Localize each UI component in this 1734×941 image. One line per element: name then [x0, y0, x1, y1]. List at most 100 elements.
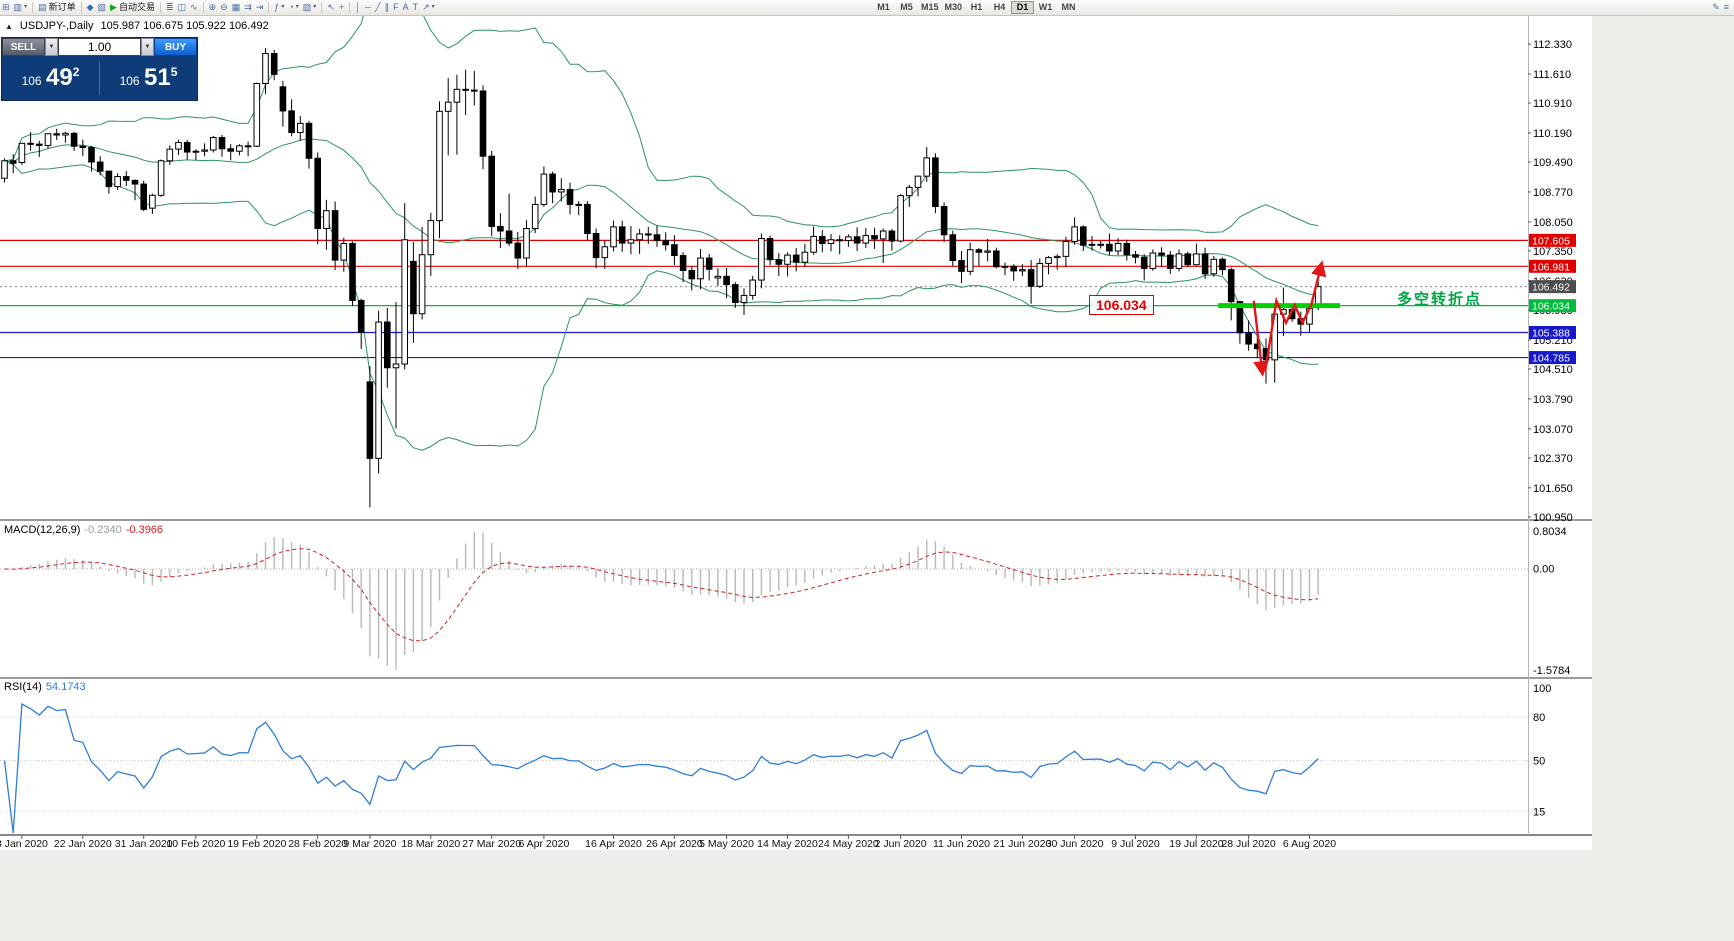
timeframe-mn[interactable]: MN: [1057, 1, 1080, 14]
svg-text:14 May 2020: 14 May 2020: [757, 838, 818, 850]
svg-text:104.785: 104.785: [1532, 353, 1570, 365]
main-chart-pane[interactable]: [0, 0, 1528, 508]
sell-button[interactable]: SELL: [2, 38, 45, 56]
toolbar-fibonacci[interactable]: F: [391, 1, 401, 14]
timeframe-m1[interactable]: M1: [872, 1, 895, 14]
svg-text:5 May 2020: 5 May 2020: [699, 838, 754, 850]
rsi-line: [3, 703, 1319, 834]
toolbar-separator: [321, 2, 323, 13]
svg-text:28 Feb 2020: 28 Feb 2020: [288, 838, 347, 850]
sell-lot-dropdown[interactable]: ▼: [45, 38, 58, 56]
toolbar-bar-chart-icon: ≣: [165, 2, 174, 12]
rsi-name: RSI(14): [4, 681, 42, 693]
svg-text:3 Jan 2020: 3 Jan 2020: [0, 838, 48, 850]
toolbar-periods[interactable]: ◔ ▾: [286, 1, 300, 14]
toolbar-equidistant-channel-icon: ∥: [384, 2, 390, 12]
toolbar-zoom-in[interactable]: ⊕: [207, 1, 219, 14]
sell-price-point: 2: [72, 65, 80, 79]
price-axis: 112.330 111.610 110.910 110.190 109.490 108.7…: [1528, 39, 1576, 524]
buy-price[interactable]: 106 515: [100, 64, 197, 92]
svg-text:26 Apr 2020: 26 Apr 2020: [646, 838, 703, 850]
toolbar-mql-market[interactable]: ◆: [85, 1, 96, 14]
trade-panel-prices: 106 492 106 515: [2, 56, 197, 100]
toolbar-new-order[interactable]: ▤ 新订单: [36, 1, 78, 14]
toolbar-vertical-line[interactable]: │: [353, 1, 363, 14]
toolbar-edit[interactable]: ✎: [1710, 1, 1722, 14]
timeframe-m30[interactable]: M30: [942, 1, 966, 14]
timeframe-d1[interactable]: D1: [1011, 1, 1035, 14]
svg-text:106.034: 106.034: [1532, 301, 1570, 313]
toolbar-crosshair-icon: +: [338, 2, 345, 12]
toolbar-cursor[interactable]: ↖: [325, 1, 337, 14]
toolbar-chart-shift-icon: ⇥: [255, 2, 264, 12]
toolbar-arrows[interactable]: ↗ ▾: [420, 1, 437, 14]
svg-text:15: 15: [1533, 806, 1545, 818]
toolbar-new-chart-icon: ⊞: [2, 2, 10, 12]
timeframe-m15[interactable]: M15: [918, 1, 942, 14]
toolbar-more[interactable]: ≡: [1722, 1, 1731, 14]
trade-panel-controls: SELL ▼ ▼ BUY: [2, 38, 197, 56]
timeframe-h4[interactable]: H4: [988, 1, 1011, 14]
toolbar-chart-shift[interactable]: ⇥: [254, 1, 266, 14]
toolbar-equidistant-channel[interactable]: ∥: [383, 1, 392, 14]
toolbar-terminal[interactable]: ▧: [96, 1, 109, 14]
svg-text:104.510: 104.510: [1533, 364, 1573, 376]
svg-text:106.981: 106.981: [1532, 261, 1570, 273]
toolbar-separator: [32, 2, 34, 13]
price-tag: 106.492: [1529, 280, 1576, 294]
symbol-period-label: USDJPY-,Daily: [19, 20, 94, 32]
toolbar-mql-market-icon: ◆: [86, 2, 94, 12]
toolbar-trendline-icon: ╱: [375, 2, 381, 12]
toolbar-candlestick-chart[interactable]: ◫: [176, 1, 189, 14]
toolbar-indicators[interactable]: ƒ ▾: [272, 1, 286, 14]
timeframe-h1[interactable]: H1: [965, 1, 988, 14]
toolbar-trendline[interactable]: ╱: [373, 1, 382, 14]
toolbar-zoom-out[interactable]: ⊖: [218, 1, 230, 14]
toolbar-candlestick-chart-icon: ◫: [177, 2, 187, 12]
lot-size-input[interactable]: [58, 38, 141, 56]
level-price-callout: 106.034: [1089, 295, 1154, 315]
timeframe-w1[interactable]: W1: [1034, 1, 1057, 14]
sell-price[interactable]: 106 492: [2, 64, 99, 92]
toolbar-text-label-icon: T: [412, 2, 419, 12]
toolbar-horizontal-line[interactable]: ─: [363, 1, 373, 14]
trade-panel-toggle-icon[interactable]: ▲: [5, 21, 13, 31]
toolbar-line-chart[interactable]: ∿: [188, 1, 200, 14]
toolbar-auto-scroll-icon: ⇉: [244, 2, 252, 12]
svg-text:6 Apr 2020: 6 Apr 2020: [519, 838, 570, 850]
toolbar-autotrading-icon: ▶: [110, 2, 117, 12]
toolbar-text-label[interactable]: T: [411, 1, 421, 14]
toolbar-bar-chart[interactable]: ≣: [164, 1, 176, 14]
svg-text:18 Mar 2020: 18 Mar 2020: [401, 838, 460, 850]
toolbar-horizontal-line-icon: ─: [364, 2, 372, 12]
svg-text:9 Jul 2020: 9 Jul 2020: [1111, 838, 1160, 850]
toolbar-crosshair[interactable]: +: [337, 1, 346, 14]
svg-text:100: 100: [1533, 683, 1551, 695]
toolbar-edit-icon: ✎: [1712, 2, 1720, 12]
toolbar-text[interactable]: A: [401, 1, 411, 14]
buy-price-figure: 106: [119, 74, 140, 88]
toolbar-tile-windows[interactable]: ▦: [230, 1, 243, 14]
turning-point-annotation: 多空转折点: [1397, 291, 1483, 308]
svg-text:80: 80: [1533, 712, 1545, 724]
svg-text:19 Jul 2020: 19 Jul 2020: [1169, 838, 1223, 850]
toolbar-templates-icon: ▨: [302, 2, 312, 12]
toolbar-autotrading[interactable]: ▶ 自动交易: [108, 1, 157, 14]
toolbar-auto-scroll[interactable]: ⇉: [242, 1, 254, 14]
toolbar-new-chart[interactable]: ⊞: [0, 1, 12, 14]
svg-text:50: 50: [1533, 756, 1545, 768]
buy-button[interactable]: BUY: [154, 38, 197, 56]
toolbar-tile-windows-icon: ▦: [231, 2, 241, 12]
toolbar-profiles[interactable]: ▥ ▾: [12, 1, 30, 14]
svg-text:16 Apr 2020: 16 Apr 2020: [585, 838, 642, 850]
svg-text:110.910: 110.910: [1533, 98, 1572, 110]
toolbar-periods-icon: ◔: [288, 2, 294, 12]
timeframe-m5[interactable]: M5: [895, 1, 918, 14]
bollinger-upper-band: [4, 0, 1319, 233]
svg-text:101.650: 101.650: [1533, 483, 1573, 495]
toolbar-fibonacci-icon: F: [393, 2, 399, 12]
toolbar-templates[interactable]: ▨ ▾: [301, 1, 319, 14]
buy-lot-dropdown[interactable]: ▼: [141, 38, 154, 56]
